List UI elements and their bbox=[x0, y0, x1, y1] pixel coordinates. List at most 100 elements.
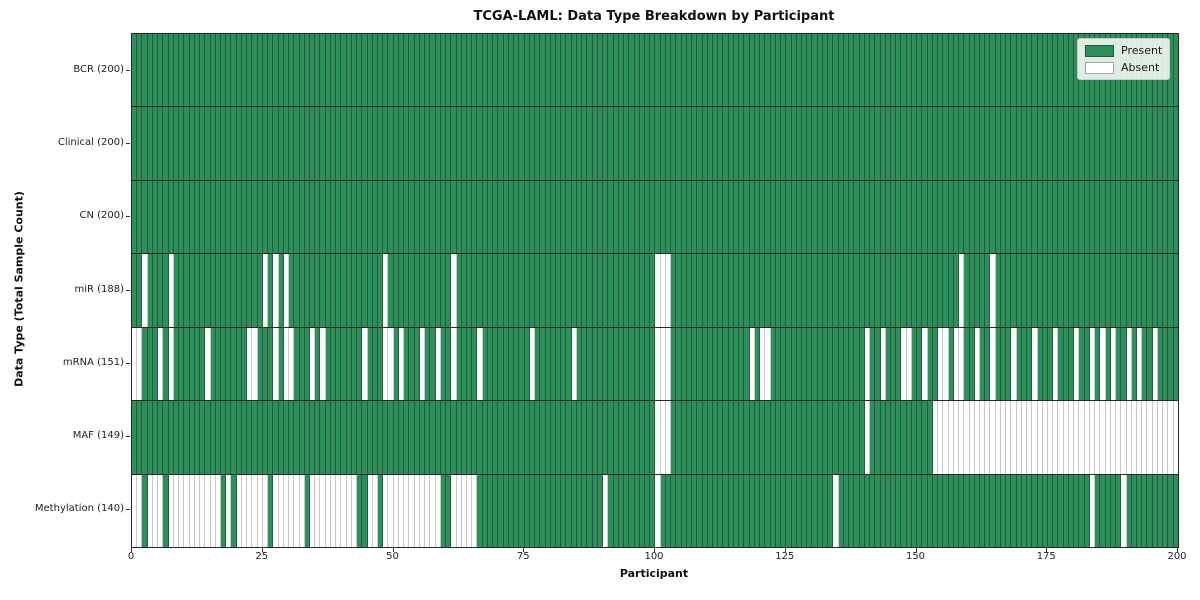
heatmap-cell bbox=[372, 34, 379, 107]
heatmap-cell bbox=[1011, 474, 1017, 547]
y-tick-label: Clinical (200) bbox=[57, 136, 124, 148]
heatmap-cell bbox=[309, 107, 316, 180]
heatmap-cell bbox=[791, 34, 797, 107]
heatmap-cell bbox=[299, 34, 305, 107]
heatmap-cell bbox=[278, 254, 284, 327]
heatmap-cell bbox=[707, 34, 714, 107]
heatmap-cell bbox=[770, 107, 776, 180]
heatmap-cell bbox=[849, 401, 855, 474]
heatmap-cell bbox=[378, 180, 384, 254]
heatmap-cell bbox=[425, 254, 431, 327]
heatmap-cell bbox=[430, 327, 436, 401]
heatmap-cell bbox=[979, 401, 986, 474]
heatmap-cell bbox=[770, 254, 776, 327]
heatmap-cell bbox=[1058, 34, 1064, 107]
figure-title: TCGA-LAML: Data Type Breakdown by Partic… bbox=[473, 9, 835, 24]
heatmap-cell bbox=[822, 474, 829, 547]
heatmap-cell bbox=[665, 254, 672, 327]
heatmap-cell bbox=[697, 107, 703, 180]
heatmap-cell bbox=[252, 327, 258, 401]
heatmap-cell bbox=[252, 254, 258, 327]
heatmap-cell bbox=[718, 327, 724, 401]
x-tick-label: 25 bbox=[255, 551, 269, 562]
heatmap-cell bbox=[142, 401, 148, 474]
legend-entry-present: Present bbox=[1078, 44, 1169, 57]
heatmap-cell bbox=[189, 180, 195, 254]
heatmap-cell bbox=[634, 107, 640, 180]
heatmap-cell bbox=[147, 254, 153, 327]
heatmap-cell bbox=[864, 401, 871, 474]
heatmap-cell bbox=[613, 107, 619, 180]
heatmap-cell bbox=[739, 401, 745, 474]
heatmap-cell bbox=[1027, 327, 1033, 401]
heatmap-cell bbox=[791, 107, 797, 180]
heatmap-cell bbox=[969, 180, 975, 254]
heatmap-cell bbox=[613, 401, 619, 474]
heatmap-cell bbox=[739, 180, 745, 254]
heatmap-cell bbox=[226, 34, 232, 107]
heatmap-cell bbox=[163, 474, 169, 547]
heatmap-cell bbox=[791, 254, 797, 327]
heatmap-cell bbox=[152, 34, 159, 107]
heatmap-cell bbox=[184, 401, 190, 474]
heatmap-cell bbox=[362, 401, 368, 474]
heatmap-cell bbox=[1068, 327, 1075, 401]
heatmap-cell bbox=[911, 474, 918, 547]
heatmap-cell bbox=[158, 34, 164, 107]
heatmap-cell bbox=[529, 254, 536, 327]
heatmap-cell bbox=[1147, 327, 1153, 401]
heatmap-cell bbox=[812, 401, 818, 474]
heatmap-cell bbox=[854, 107, 860, 180]
heatmap-cell bbox=[142, 327, 148, 401]
heatmap-cell bbox=[906, 180, 912, 254]
heatmap-cell bbox=[430, 180, 436, 254]
x-tick-mark bbox=[784, 548, 786, 552]
heatmap-cell bbox=[754, 254, 761, 327]
heatmap-cell bbox=[665, 401, 672, 474]
heatmap-cell bbox=[1016, 180, 1022, 254]
heatmap-cell bbox=[493, 254, 499, 327]
heatmap-cell bbox=[917, 327, 923, 401]
heatmap-cell bbox=[330, 327, 337, 401]
heatmap-cell bbox=[979, 474, 986, 547]
heatmap-cell bbox=[404, 34, 410, 107]
heatmap-cell bbox=[1032, 474, 1038, 547]
heatmap-cell bbox=[503, 401, 509, 474]
heatmap-cell bbox=[880, 474, 886, 547]
heatmap-cell bbox=[294, 254, 300, 327]
heatmap-cell bbox=[1063, 254, 1069, 327]
heatmap-cell bbox=[875, 327, 881, 401]
x-tick-label: 150 bbox=[905, 551, 926, 562]
heatmap-cell bbox=[1147, 401, 1153, 474]
heatmap-cell bbox=[828, 401, 834, 474]
heatmap-cell bbox=[718, 401, 724, 474]
heatmap-cell bbox=[1032, 107, 1038, 180]
heatmap-cell bbox=[775, 254, 782, 327]
heatmap-cell bbox=[1027, 180, 1033, 254]
heatmap-cell bbox=[995, 254, 1001, 327]
heatmap-cell bbox=[833, 474, 839, 547]
heatmap-cell bbox=[1152, 254, 1158, 327]
heatmap-cell bbox=[236, 107, 242, 180]
heatmap-cell bbox=[1048, 180, 1054, 254]
heatmap-cell bbox=[597, 180, 604, 254]
heatmap-cell bbox=[1121, 401, 1127, 474]
heatmap-cell bbox=[1110, 254, 1117, 327]
heatmap-cell bbox=[765, 254, 771, 327]
heatmap-cell bbox=[906, 107, 912, 180]
heatmap-cell bbox=[477, 327, 483, 401]
heatmap-cell bbox=[1006, 401, 1012, 474]
heatmap-cell bbox=[1126, 327, 1132, 401]
heatmap-cell bbox=[315, 474, 321, 547]
heatmap-cell bbox=[1053, 401, 1059, 474]
heatmap-cell bbox=[1137, 180, 1143, 254]
heatmap-cell bbox=[247, 34, 253, 107]
heatmap-cell bbox=[341, 34, 347, 107]
heatmap-cell bbox=[828, 180, 834, 254]
heatmap-cell bbox=[796, 180, 802, 254]
heatmap-cell bbox=[775, 474, 782, 547]
heatmap-cell bbox=[582, 180, 588, 254]
heatmap-cell bbox=[1058, 327, 1064, 401]
heatmap-cell bbox=[948, 327, 954, 401]
heatmap-cell bbox=[262, 107, 269, 180]
